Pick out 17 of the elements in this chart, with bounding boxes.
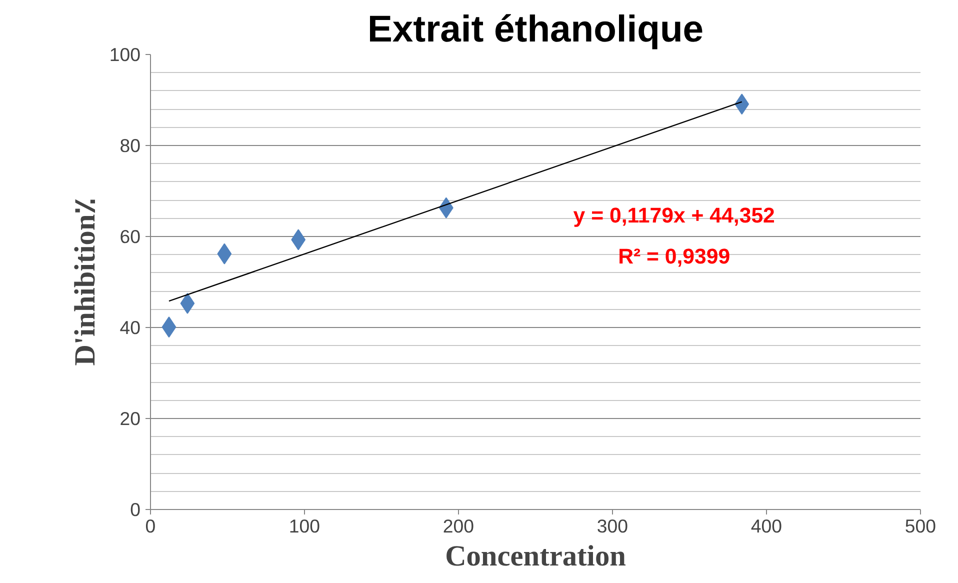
chart-title: Extrait éthanolique [367, 8, 704, 50]
y-tick-label: 80 [120, 135, 141, 156]
y-tick-label: 20 [120, 408, 141, 429]
x-axis-title: Concentration [445, 540, 626, 572]
y-tick-label: 40 [120, 317, 141, 338]
y-tick-label: 0 [130, 499, 141, 520]
y-tick-label: 100 [109, 44, 141, 65]
y-axis-title: D'inhibition٪ [69, 198, 102, 366]
x-tick-label: 300 [596, 516, 628, 536]
annotation: R² = 0,9399 [618, 244, 730, 268]
x-tick-label: 100 [288, 516, 320, 536]
x-tick-label: 400 [750, 516, 782, 536]
x-tick-label: 200 [442, 516, 474, 536]
y-tick-label: 60 [120, 226, 141, 247]
x-tick-label: 0 [145, 516, 156, 536]
annotation: y = 0,1179x + 44,352 [573, 203, 775, 228]
x-tick-label: 500 [904, 516, 936, 536]
